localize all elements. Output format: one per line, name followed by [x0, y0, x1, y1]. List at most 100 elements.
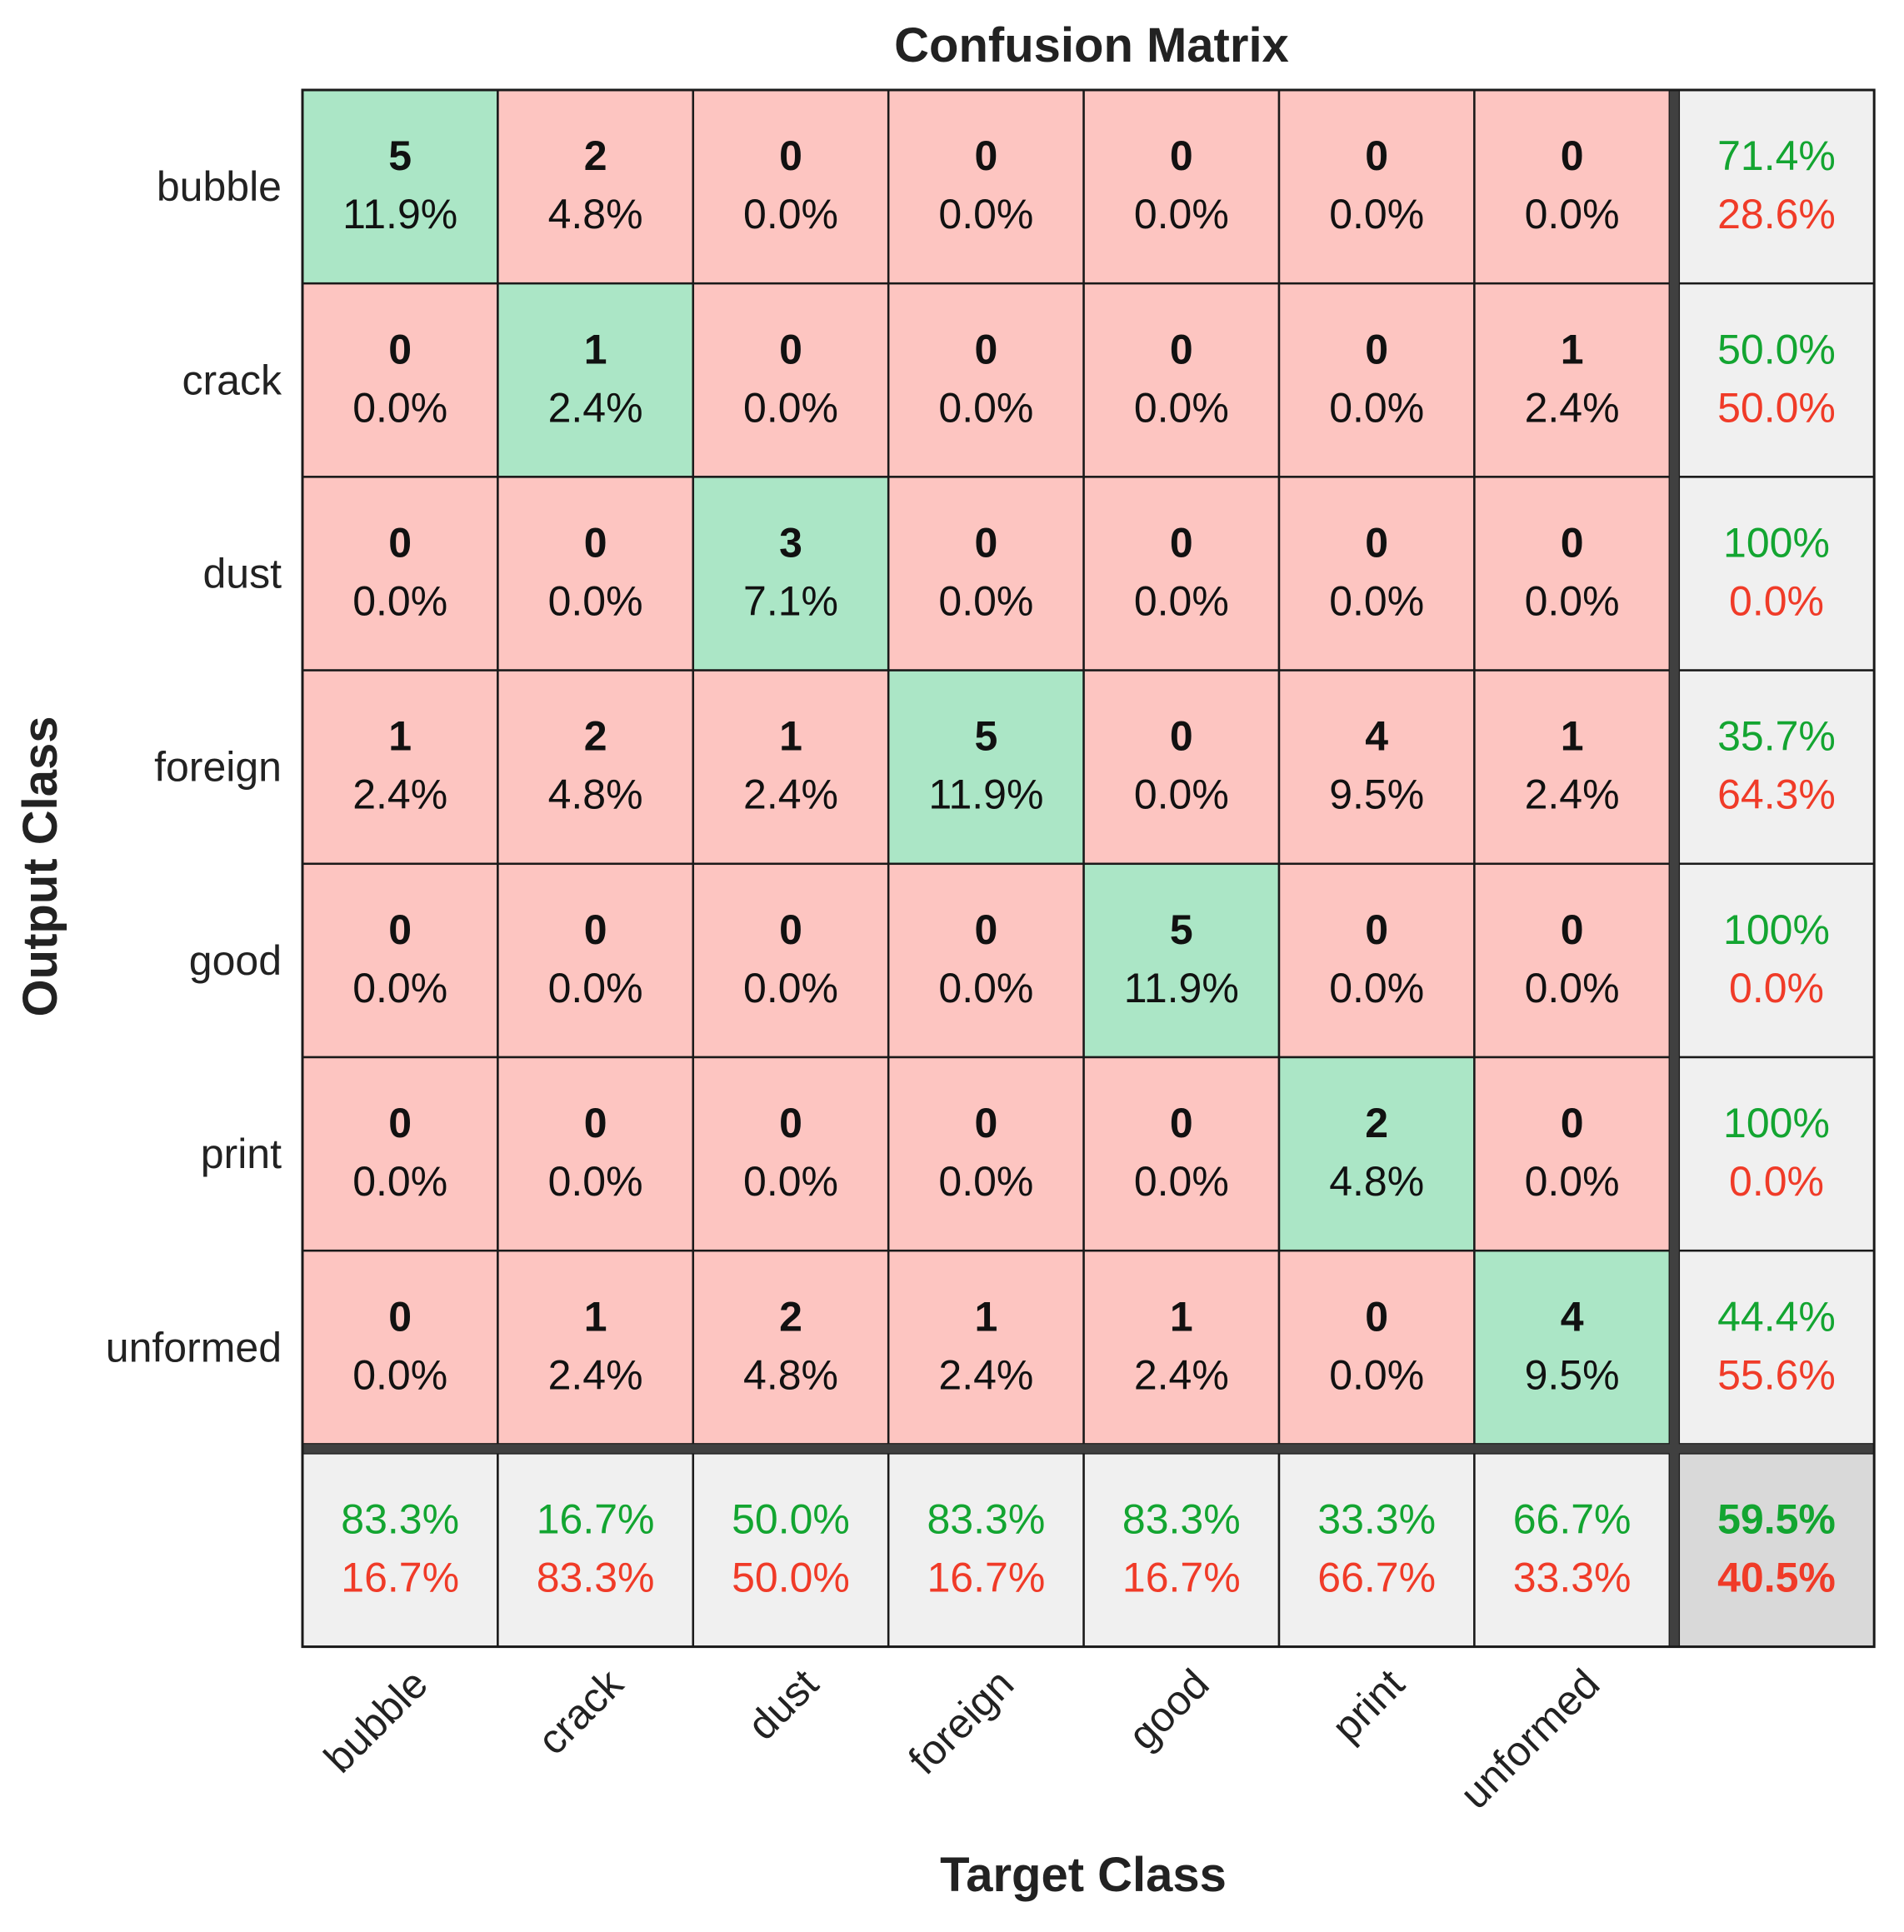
matrix-cell [1082, 282, 1281, 478]
overall-accuracy-cell-line2: 40.5% [1717, 1555, 1836, 1601]
matrix-cell-line2: 4.8% [548, 191, 643, 237]
column-summary-cell-line1: 33.3% [1317, 1496, 1436, 1543]
column-summary-cell-line2: 66.7% [1317, 1555, 1436, 1601]
matrix-cell-line2: 0.0% [938, 1158, 1033, 1205]
matrix-cell-line1: 1 [584, 326, 607, 372]
matrix-cell-line2: 4.8% [548, 771, 643, 818]
row-summary-cell-line2: 55.6% [1717, 1351, 1836, 1398]
row-summary-cell-line1: 71.4% [1717, 132, 1836, 179]
row-label: unformed [106, 1324, 282, 1370]
matrix-cell [1473, 476, 1672, 671]
matrix-cell-line1: 0 [1561, 1100, 1584, 1146]
matrix-cell [497, 282, 695, 478]
matrix-cell-line2: 2.4% [1134, 1351, 1229, 1398]
matrix-cell-line2: 4.8% [1329, 1158, 1424, 1205]
matrix-cell-line1: 0 [388, 1100, 412, 1146]
matrix-cell-line2: 11.9% [1124, 965, 1239, 1011]
matrix-cell-line1: 1 [388, 713, 412, 760]
matrix-cell [887, 88, 1085, 285]
matrix-cell [301, 862, 499, 1059]
row-summary-cell-line2: 0.0% [1729, 965, 1824, 1011]
matrix-cell-line2: 0.0% [743, 191, 838, 237]
matrix-cell-line2: 9.5% [1525, 1351, 1620, 1398]
matrix-cell-line1: 2 [1365, 1100, 1388, 1146]
matrix-cell-line2: 0.0% [352, 384, 447, 431]
matrix-cell [497, 1249, 695, 1445]
matrix-cell [301, 88, 499, 285]
matrix-cell-line2: 0.0% [743, 965, 838, 1011]
column-summary-cell-line1: 83.3% [1122, 1496, 1241, 1543]
matrix-cell [301, 476, 499, 671]
row-label: foreign [154, 744, 282, 791]
matrix-border [301, 88, 1876, 1649]
matrix-cell-line1: 0 [779, 132, 802, 179]
row-summary-cell-line2: 28.6% [1717, 191, 1836, 237]
chart-title: Confusion Matrix [894, 18, 1289, 72]
column-summary-cell-line2: 50.0% [732, 1555, 850, 1601]
row-label: crack [182, 357, 282, 403]
matrix-cell-line1: 0 [1561, 906, 1584, 953]
matrix-cell-line1: 0 [584, 520, 607, 567]
matrix-cell [887, 1249, 1085, 1445]
row-summary-cell-line1: 44.4% [1717, 1293, 1836, 1340]
matrix-cell-line2: 9.5% [1329, 771, 1424, 818]
matrix-cell-line1: 0 [388, 1293, 412, 1340]
matrix-cell [692, 1249, 890, 1445]
row-summary-cell [1677, 669, 1876, 866]
matrix-cell [692, 476, 890, 671]
column-summary-cell [497, 1452, 695, 1648]
column-summary-cell [1473, 1452, 1672, 1648]
matrix-cell-line1: 0 [584, 906, 607, 953]
matrix-cell [497, 88, 695, 285]
row-summary-cell [1677, 1249, 1876, 1445]
column-summary-cell [1082, 1452, 1281, 1648]
matrix-cell [497, 1056, 695, 1252]
column-summary-cell [887, 1452, 1085, 1648]
matrix-cell-line1: 0 [974, 132, 997, 179]
matrix-cell-line2: 0.0% [938, 965, 1033, 1011]
matrix-cell [1473, 669, 1672, 866]
matrix-cell-line1: 0 [974, 1100, 997, 1146]
matrix-cell-line2: 2.4% [938, 1351, 1033, 1398]
column-summary-cell [301, 1452, 499, 1648]
matrix-cell [692, 282, 890, 478]
column-summary-cell-line1: 83.3% [927, 1496, 1046, 1543]
matrix-cell-line1: 0 [1170, 520, 1193, 567]
row-summary-cell [1677, 1056, 1876, 1252]
matrix-cell [1082, 88, 1281, 285]
column-summary-cell-line1: 50.0% [732, 1496, 850, 1543]
matrix-cell-line1: 0 [584, 1100, 607, 1146]
matrix-cell [1277, 1249, 1476, 1445]
matrix-cell [1277, 862, 1476, 1059]
matrix-cell-line1: 0 [1365, 906, 1388, 953]
matrix-cell-line1: 1 [1170, 1293, 1193, 1340]
row-label: print [201, 1131, 282, 1177]
matrix-cell-line2: 0.0% [743, 1158, 838, 1205]
row-summary-cell-line1: 100% [1723, 906, 1830, 953]
column-summary-cell-line1: 16.7% [537, 1496, 655, 1543]
column-summary-cell [692, 1452, 890, 1648]
matrix-cell-line1: 4 [1365, 713, 1388, 760]
matrix-cell-line1: 1 [1561, 326, 1584, 372]
matrix-cell-line1: 0 [1170, 713, 1193, 760]
matrix-cell-line1: 0 [974, 906, 997, 953]
matrix-cell [301, 669, 499, 866]
matrix-cell-line1: 5 [974, 713, 997, 760]
matrix-cell [1473, 1249, 1672, 1445]
row-label: dust [202, 551, 282, 597]
matrix-cell-line1: 1 [1561, 713, 1584, 760]
matrix-cell-line1: 5 [388, 132, 412, 179]
matrix-cell-line2: 0.0% [1525, 191, 1620, 237]
matrix-cell-line1: 0 [779, 1100, 802, 1146]
matrix-cell-line1: 0 [974, 520, 997, 567]
matrix-cell-line2: 0.0% [938, 191, 1033, 237]
column-summary-cell-line1: 66.7% [1513, 1496, 1632, 1543]
row-summary-cell-line2: 0.0% [1729, 578, 1824, 625]
matrix-cell [497, 476, 695, 671]
matrix-cell-line2: 0.0% [1134, 771, 1229, 818]
matrix-cell [1277, 88, 1476, 285]
matrix-cell-line1: 0 [1561, 520, 1584, 567]
matrix-cell [1277, 282, 1476, 478]
matrix-cell [1082, 862, 1281, 1059]
